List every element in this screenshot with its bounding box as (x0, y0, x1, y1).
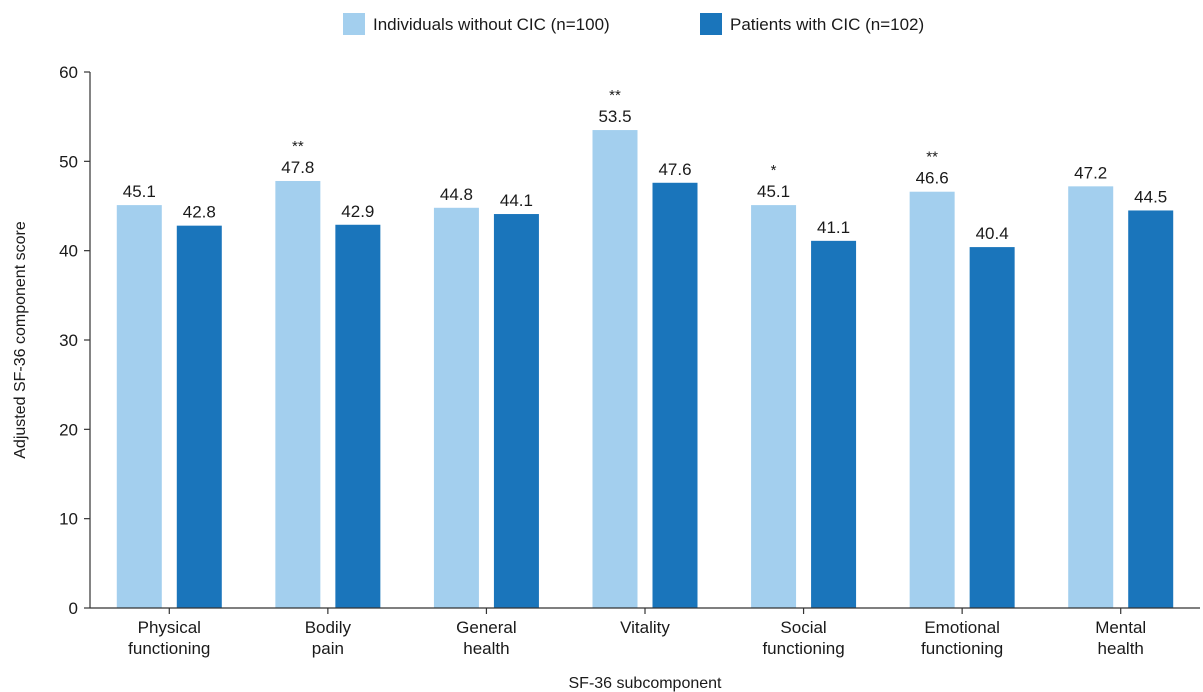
x-tick-label: General (456, 618, 516, 637)
x-tick-label: Vitality (620, 618, 670, 637)
legend-swatch (343, 13, 365, 35)
significance-marker: ** (292, 138, 304, 155)
data-label: 44.1 (500, 191, 533, 210)
axes: 0 10 20 30 40 50 60 Physical functioning Bodily pa… (59, 63, 1200, 658)
data-label: 46.6 (916, 169, 949, 188)
x-tick-label: Mental (1095, 618, 1146, 637)
labels: 45.1 42.8 47.8 ** 42.9 44.8 44.1 53.5 ** 47.6 45.1… (123, 87, 1168, 243)
data-label: 53.5 (598, 107, 631, 126)
bar-series-1 (275, 180, 321, 608)
data-label: 45.1 (757, 182, 790, 201)
x-tick-label: Emotional (924, 618, 1000, 637)
data-label: 40.4 (976, 224, 1009, 243)
bar-series-2 (493, 214, 539, 609)
bar-series-2 (969, 247, 1015, 609)
y-tick-label: 60 (59, 63, 78, 82)
legend: Individuals without CIC (n=100) Patients … (343, 13, 924, 35)
data-label: 47.2 (1074, 163, 1107, 182)
data-label: 42.9 (341, 202, 374, 221)
data-label: 44.8 (440, 185, 473, 204)
y-tick-label: 50 (59, 152, 78, 171)
bar-series-2 (176, 225, 222, 609)
bar-series-1 (909, 191, 955, 608)
y-tick-label: 30 (59, 331, 78, 350)
significance-marker: ** (609, 87, 621, 104)
data-label: 44.5 (1134, 187, 1167, 206)
x-tick-label: pain (312, 639, 344, 658)
data-label: 45.1 (123, 182, 156, 201)
legend-label: Individuals without CIC (n=100) (373, 15, 610, 34)
bars (116, 130, 1174, 609)
legend-swatch (700, 13, 722, 35)
x-tick-label: Social (780, 618, 826, 637)
x-tick-label: Bodily (305, 618, 352, 637)
x-tick-label: functioning (128, 639, 210, 658)
bar-series-1 (433, 207, 479, 608)
y-tick-label: 0 (69, 599, 78, 618)
bar-series-2 (335, 224, 381, 608)
bar-series-2 (811, 240, 857, 608)
bar-series-1 (592, 130, 638, 609)
data-label: 41.1 (817, 218, 850, 237)
x-tick-label: health (1098, 639, 1144, 658)
x-tick-label: functioning (762, 639, 844, 658)
x-tick-label: health (463, 639, 509, 658)
data-label: 47.6 (658, 160, 691, 179)
data-label: 42.8 (183, 203, 216, 222)
bar-series-1 (1068, 186, 1114, 608)
y-axis-title: Adjusted SF-36 component score (12, 221, 29, 459)
significance-marker: * (771, 162, 777, 179)
y-tick-label: 40 (59, 242, 78, 261)
y-tick-label: 20 (59, 420, 78, 439)
bar-series-1 (751, 205, 797, 608)
y-tick-label: 10 (59, 510, 78, 529)
bar-series-2 (652, 182, 698, 609)
bar-series-2 (1128, 210, 1174, 608)
x-tick-label: functioning (921, 639, 1003, 658)
bar-series-1 (116, 205, 162, 608)
legend-label: Patients with CIC (n=102) (730, 15, 924, 34)
x-axis-title: SF-36 subcomponent (569, 675, 723, 692)
significance-marker: ** (926, 149, 938, 166)
data-label: 47.8 (281, 158, 314, 177)
x-tick-label: Physical (138, 618, 201, 637)
